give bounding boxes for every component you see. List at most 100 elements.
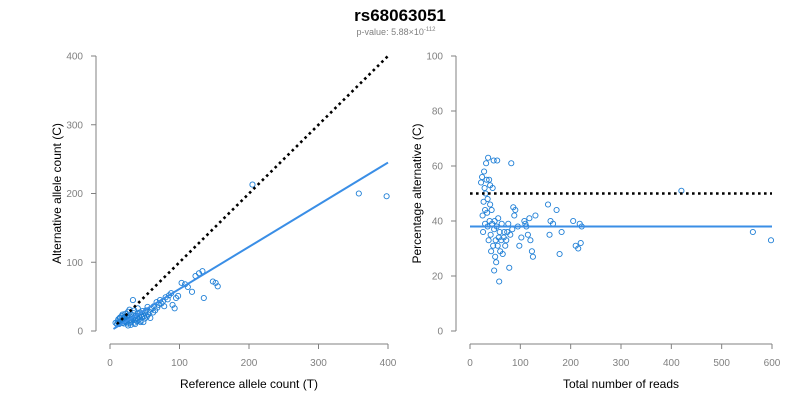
data-point <box>491 267 498 274</box>
data-point <box>577 239 584 247</box>
data-point <box>544 201 552 208</box>
x-tick-label: 300 <box>613 358 630 369</box>
x-tick-label: 200 <box>562 358 579 369</box>
data-point <box>494 242 501 249</box>
data-point <box>553 206 560 214</box>
data-point <box>526 215 533 222</box>
x-tick-label: 300 <box>310 358 327 369</box>
data-point <box>150 309 157 316</box>
data-point <box>495 215 502 222</box>
data-point <box>483 160 490 167</box>
data-point <box>214 283 221 290</box>
data-point <box>506 264 513 271</box>
data-point <box>502 242 509 249</box>
data-point <box>479 173 486 181</box>
data-point <box>166 292 173 299</box>
x-tick-label: 400 <box>380 358 397 369</box>
data-point <box>501 228 508 236</box>
data-point <box>487 231 494 238</box>
data-point <box>529 253 536 260</box>
data-point <box>478 179 485 186</box>
x-tick-label: 100 <box>171 358 188 369</box>
data-point <box>518 234 525 241</box>
data-point <box>507 231 514 238</box>
data-point <box>487 201 494 208</box>
data-point <box>481 184 488 192</box>
x-tick-label: 600 <box>764 358 781 369</box>
data-point <box>480 228 487 236</box>
y-tick-label: 400 <box>66 52 83 63</box>
data-point <box>483 176 490 183</box>
data-point <box>127 321 134 328</box>
data-point <box>508 160 515 167</box>
data-point <box>521 217 528 225</box>
data-point <box>484 195 491 203</box>
data-point <box>175 292 182 299</box>
p-value-text: p-value: 5.88×10 <box>357 27 424 37</box>
x-tick-label: 0 <box>467 358 473 369</box>
x-tick-label: 100 <box>512 358 529 369</box>
y-tick-label: 300 <box>66 120 83 131</box>
data-point <box>479 212 486 219</box>
data-point <box>489 184 496 192</box>
data-point <box>140 319 147 326</box>
data-point <box>172 294 180 302</box>
chart-title: rs68063051 <box>354 6 446 25</box>
data-point <box>486 176 493 183</box>
y-tick-label: 0 <box>77 327 83 338</box>
data-point <box>199 268 206 275</box>
data-point <box>546 231 553 238</box>
data-point <box>125 322 132 329</box>
x-axis-title: Total number of reads <box>563 377 679 391</box>
data-point <box>490 157 497 164</box>
data-point <box>481 168 488 175</box>
data-point <box>249 181 256 188</box>
data-point <box>493 259 500 266</box>
reference-line <box>116 55 389 326</box>
data-point <box>188 288 196 295</box>
data-point <box>200 294 207 302</box>
y-axis-title: Percentage alternative (C) <box>410 123 424 263</box>
data-point <box>490 242 497 249</box>
x-tick-label: 500 <box>713 358 730 369</box>
p-value-exponent: -112 <box>424 27 436 33</box>
data-point <box>532 212 539 219</box>
y-tick-label: 40 <box>432 217 444 228</box>
data-point <box>492 253 499 260</box>
data-point <box>129 297 136 304</box>
data-point <box>496 278 503 285</box>
x-axis-title: Reference allele count (T) <box>180 377 318 391</box>
data-point <box>749 228 756 236</box>
data-point <box>527 237 534 244</box>
left-panel: 0 100 200 300 400 0 100 200 300 400 Reference alle… <box>50 52 397 392</box>
right-panel: 0 100 200 300 400 500 600 0 20 40 60 80 100 Total num… <box>410 52 781 392</box>
data-point <box>484 209 491 216</box>
data-point <box>488 206 495 214</box>
data-point <box>516 242 523 249</box>
y-tick-label: 0 <box>437 327 443 338</box>
data-point <box>767 237 775 244</box>
data-point <box>512 206 519 214</box>
data-point <box>355 190 362 197</box>
y-tick-label: 100 <box>426 52 443 63</box>
data-point <box>558 228 565 236</box>
data-point <box>137 319 144 326</box>
data-point <box>131 321 139 328</box>
fit-line <box>112 161 389 330</box>
data-point <box>575 245 582 252</box>
x-tick-label: 400 <box>663 358 680 369</box>
data-point <box>496 228 503 236</box>
data-point <box>511 212 518 219</box>
y-tick-label: 80 <box>432 107 444 118</box>
y-tick-label: 200 <box>66 189 83 200</box>
x-tick-label: 0 <box>107 358 113 369</box>
data-point <box>485 154 492 161</box>
x-tick-label: 200 <box>241 358 258 369</box>
data-point <box>556 250 563 258</box>
y-tick-label: 60 <box>432 162 444 173</box>
data-point <box>524 231 531 238</box>
data-point <box>494 157 501 164</box>
y-tick-label: 20 <box>432 272 444 283</box>
chart-subtitle: p-value: 5.88×10-112 <box>357 27 437 37</box>
